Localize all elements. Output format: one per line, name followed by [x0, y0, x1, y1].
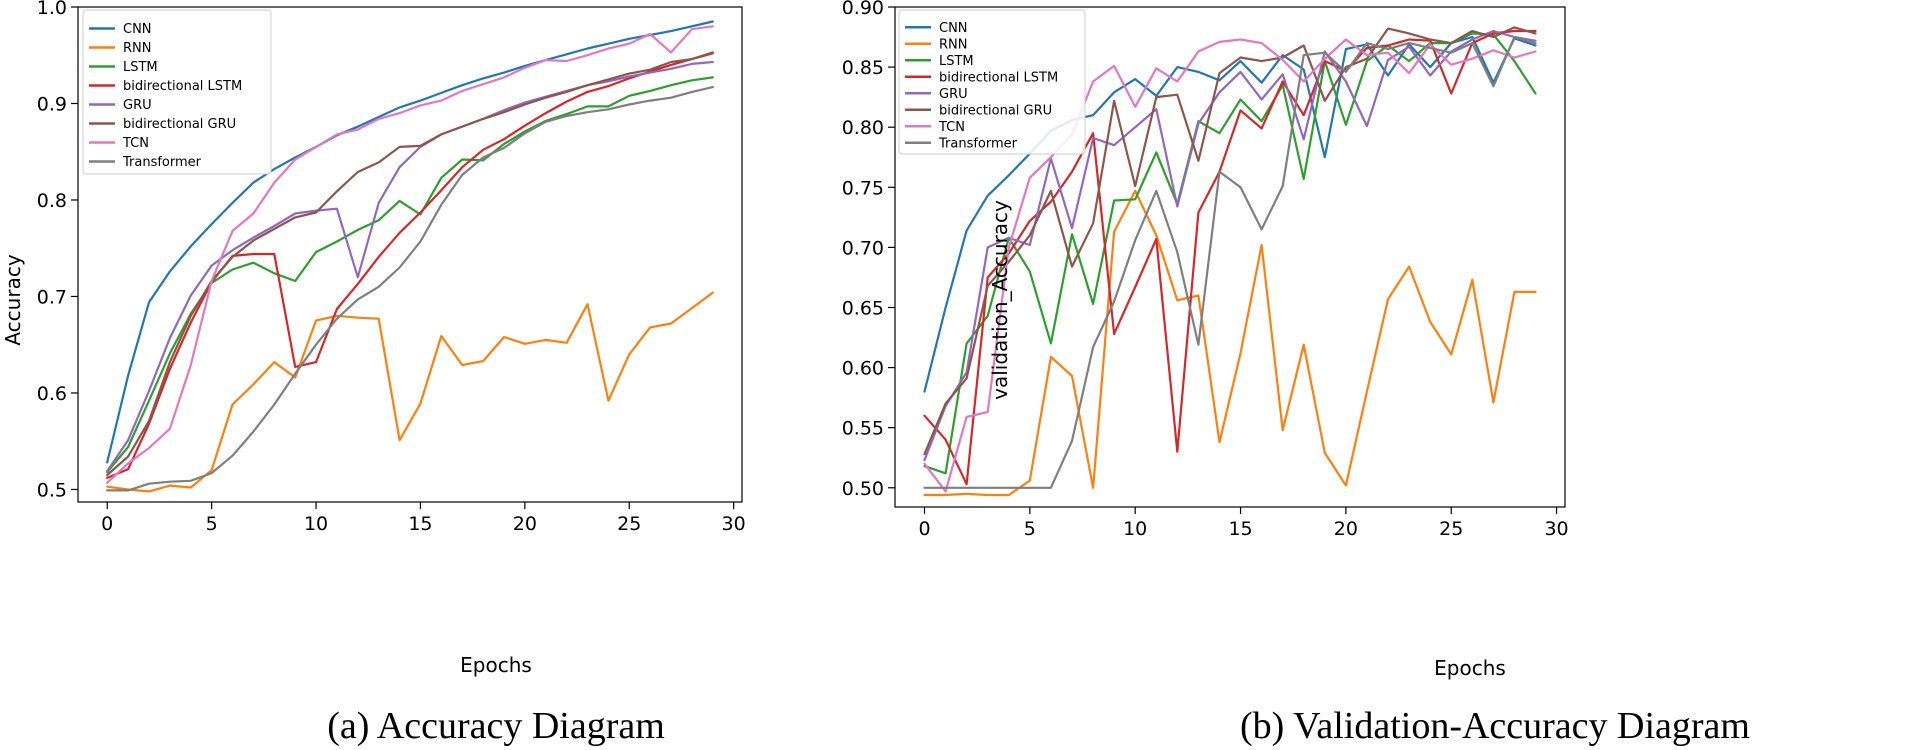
validation-accuracy-x-tick-label: 30 [1544, 518, 1568, 540]
validation-accuracy-x-tick-label: 15 [1228, 518, 1252, 540]
accuracy-legend-label-lstm: LSTM [123, 60, 158, 75]
accuracy-x-tick-label: 25 [617, 513, 641, 535]
validation-accuracy-x-tick-label: 5 [1024, 518, 1036, 540]
accuracy-x-tick-label: 0 [101, 513, 113, 535]
validation-accuracy-y-tick-label: 0.65 [842, 297, 884, 319]
accuracy-series-transformer-line [106, 85, 714, 492]
accuracy-chart: 0 5 10 15 20 25 30 0.5 0.6 0.7 0.8 0.9 1.0 CNN RNN LST… [1, 0, 746, 747]
validation-accuracy-plot-area: 0 5 10 15 20 25 30 0.50 0.55 0.60 0.65 0.70 0.75 0.80… [842, 0, 1569, 540]
accuracy-legend-label-bidirectional-lstm: bidirectional LSTM [123, 79, 242, 94]
accuracy-x-tick-label: 10 [304, 513, 328, 535]
accuracy-y-tick-label: 1.0 [37, 0, 67, 19]
accuracy-legend-label-rnn: RNN [123, 41, 151, 56]
validation-accuracy-caption: (b) Validation-Accuracy Diagram [1240, 705, 1750, 747]
validation-accuracy-legend-label-gru: GRU [939, 87, 968, 102]
accuracy-series-gru-line [106, 60, 714, 473]
validation-accuracy-y-tick-label: 0.85 [842, 57, 884, 79]
accuracy-y-tick-label: 0.8 [37, 190, 67, 212]
validation-accuracy-y-tick-label: 0.75 [842, 177, 884, 199]
accuracy-y-tick-label: 0.7 [37, 286, 67, 308]
validation-accuracy-x-tick-label: 0 [918, 518, 930, 540]
accuracy-series-bidirectional-gru-line [106, 51, 714, 477]
accuracy-series-cnn-line [106, 20, 714, 464]
validation-accuracy-series-gru-line [923, 29, 1537, 462]
accuracy-axes-frame [77, 6, 743, 503]
validation-accuracy-legend-label-rnn: RNN [939, 37, 967, 52]
validation-accuracy-legend-frame [898, 9, 1086, 155]
accuracy-legend-label-tcn: TCN [122, 136, 149, 151]
validation-accuracy-legend-label-transformer: Transformer [938, 136, 1018, 151]
validation-accuracy-series-transformer-line [923, 35, 1537, 489]
accuracy-x-axis-label: Epochs [460, 653, 532, 677]
accuracy-legend-label-gru: GRU [123, 98, 152, 113]
validation-accuracy-chart: 0 5 10 15 20 25 30 0.50 0.55 0.60 0.65 0.70 0.75 0.80… [842, 0, 1750, 747]
validation-accuracy-axes-frame [894, 6, 1566, 508]
accuracy-series-rnn-line [106, 291, 714, 493]
validation-accuracy-series-lstm-line [923, 32, 1537, 475]
accuracy-x-tick-label: 20 [513, 513, 537, 535]
accuracy-series-tcn-line [106, 25, 714, 484]
accuracy-legend-frame [82, 9, 272, 175]
validation-accuracy-legend-label-bidirectional-lstm: bidirectional LSTM [939, 70, 1058, 85]
validation-accuracy-y-axis-label: validation_Accuracy [988, 200, 1012, 400]
validation-accuracy-series-rnn-line [923, 189, 1537, 497]
validation-accuracy-x-tick-label: 10 [1123, 518, 1147, 540]
validation-accuracy-x-tick-label: 25 [1439, 518, 1463, 540]
accuracy-legend-label-transformer: Transformer [122, 155, 202, 170]
validation-accuracy-y-tick-label: 0.90 [842, 0, 884, 19]
validation-accuracy-legend-label-tcn: TCN [938, 120, 965, 135]
validation-accuracy-y-tick-label: 0.50 [842, 478, 884, 500]
accuracy-x-tick-label: 30 [722, 513, 746, 535]
validation-accuracy-x-axis-label: Epochs [1434, 656, 1506, 680]
accuracy-y-tick-label: 0.6 [37, 383, 67, 405]
validation-accuracy-y-tick-label: 0.60 [842, 358, 884, 380]
accuracy-legend-label-bidirectional-gru: bidirectional GRU [123, 117, 236, 132]
validation-accuracy-y-tick-label: 0.80 [842, 117, 884, 139]
validation-accuracy-y-tick-label: 0.55 [842, 418, 884, 440]
validation-accuracy-series-bidirectional-gru-line [923, 26, 1537, 456]
accuracy-plot-area: 0 5 10 15 20 25 30 0.5 0.6 0.7 0.8 0.9 1.0 [37, 0, 746, 535]
validation-accuracy-legend-label-cnn: CNN [939, 21, 968, 36]
validation-accuracy-legend-label-lstm: LSTM [939, 54, 974, 69]
validation-accuracy-series-cnn-line [923, 35, 1537, 393]
validation-accuracy-x-tick-label: 20 [1334, 518, 1358, 540]
accuracy-y-axis-label: Accuracy [1, 254, 25, 345]
validation-accuracy-legend-label-bidirectional-gru: bidirectional GRU [939, 103, 1052, 118]
accuracy-legend: CNN RNN LSTM bidirectional LSTM GRU bidirecti… [82, 9, 272, 175]
accuracy-y-tick-label: 0.9 [37, 93, 67, 115]
accuracy-caption: (a) Accuracy Diagram [327, 705, 665, 747]
accuracy-y-tick-label: 0.5 [37, 479, 67, 501]
validation-accuracy-y-tick-label: 0.70 [842, 237, 884, 259]
accuracy-x-tick-label: 5 [206, 513, 218, 535]
accuracy-legend-label-cnn: CNN [123, 22, 152, 37]
accuracy-x-tick-label: 15 [408, 513, 432, 535]
